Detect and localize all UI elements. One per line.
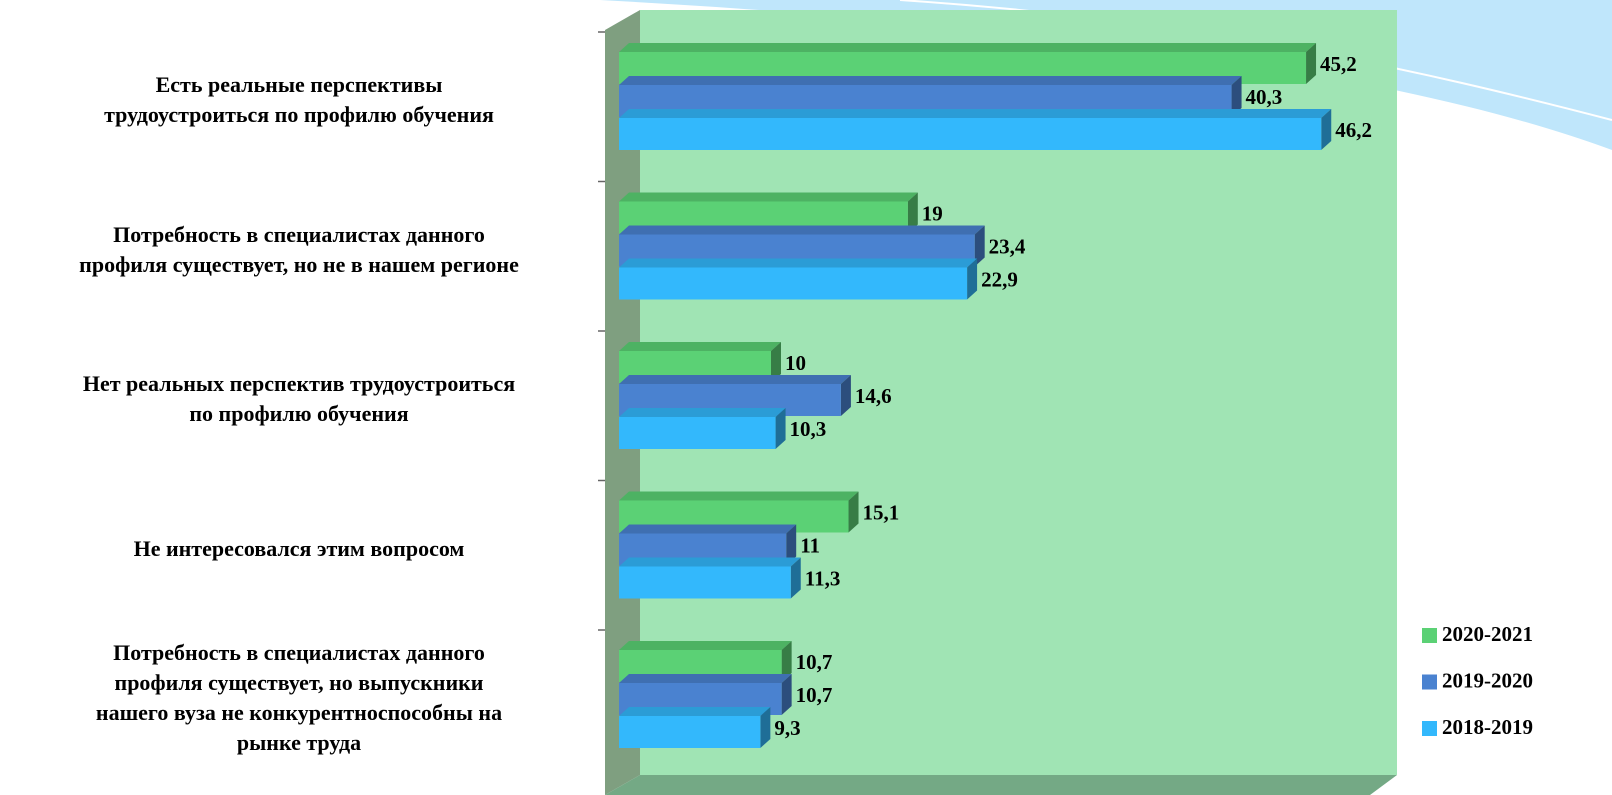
bar-side — [781, 674, 792, 715]
category-label: Есть реальные перспективы трудоустроитьс… — [104, 72, 494, 127]
bar-top — [619, 557, 801, 567]
value-label: 23,4 — [989, 234, 1026, 258]
bar-top — [619, 524, 797, 534]
bar-side — [967, 258, 978, 300]
bar — [619, 267, 968, 300]
bar-top — [619, 43, 1317, 52]
bar-top — [619, 375, 851, 384]
bar-side — [840, 375, 851, 416]
value-label: 45,2 — [1320, 52, 1357, 76]
legend-label: 2019-2020 — [1442, 668, 1533, 692]
bar-side — [848, 491, 859, 533]
bar — [619, 118, 1322, 150]
bar-top — [619, 674, 792, 683]
value-label: 19 — [922, 201, 943, 225]
category-label: Потребность в специалистах данного профи… — [95, 640, 503, 755]
bar-top — [619, 342, 781, 351]
bar-top — [619, 491, 859, 501]
category-label: Нет реальных перспектив трудоустроиться … — [82, 371, 516, 426]
bar-top — [619, 258, 978, 268]
value-label: 10 — [785, 351, 806, 375]
legend-label: 2020-2021 — [1442, 622, 1533, 646]
legend-swatch — [1422, 674, 1437, 690]
legend-swatch — [1422, 721, 1437, 736]
bar-top — [619, 225, 985, 235]
legend-swatch — [1422, 628, 1437, 643]
bar-top — [619, 641, 792, 650]
bar-side — [790, 557, 801, 599]
bar-side — [907, 192, 918, 234]
value-label: 15,1 — [863, 500, 900, 524]
value-label: 11,3 — [805, 566, 841, 590]
value-label: 22,9 — [981, 267, 1018, 291]
bar-side — [786, 524, 797, 566]
bar-side — [760, 707, 771, 748]
bar-side — [1306, 43, 1317, 84]
bar-top — [619, 109, 1332, 118]
value-label: 10,7 — [796, 683, 833, 707]
bar — [619, 716, 761, 748]
bar-top — [619, 707, 771, 716]
value-label: 9,3 — [774, 716, 800, 740]
value-label: 14,6 — [855, 384, 892, 408]
bar-side — [1231, 76, 1242, 117]
plot-floor — [605, 775, 1397, 795]
bar-side — [771, 342, 781, 383]
category-label: Не интересовался этим вопросом — [133, 535, 465, 561]
bar-top — [619, 76, 1242, 85]
bar-side — [1321, 109, 1332, 150]
category-label: Потребность в специалистах данного профи… — [79, 221, 519, 277]
value-label: 10,7 — [796, 650, 833, 674]
bar — [619, 566, 791, 599]
value-label: 46,2 — [1335, 118, 1372, 142]
bar — [619, 417, 776, 449]
bar-side — [974, 225, 985, 267]
legend-label: 2018-2019 — [1442, 715, 1533, 739]
value-label: 11 — [800, 533, 820, 557]
value-label: 10,3 — [790, 417, 827, 441]
bar-top — [619, 408, 786, 417]
value-label: 40,3 — [1246, 85, 1283, 109]
bar-side — [775, 408, 786, 449]
bar-top — [619, 192, 918, 202]
bar-side — [781, 641, 792, 682]
